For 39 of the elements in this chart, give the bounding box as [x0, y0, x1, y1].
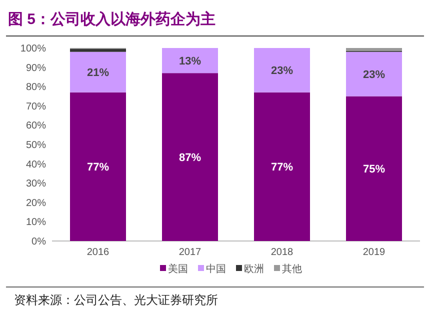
- y-tick-label: 70%: [26, 101, 46, 112]
- bar: [254, 92, 310, 241]
- text: 资料来源：公司公告、光大证券研究所: [14, 293, 218, 307]
- data-label: 75%: [362, 164, 386, 176]
- y-tick-label: 40%: [26, 159, 46, 170]
- y-tick-label: 50%: [26, 140, 46, 151]
- x-tick-label: 2017: [178, 247, 202, 258]
- bar: [70, 92, 126, 241]
- y-tick-label: 10%: [26, 217, 46, 228]
- data-label: 13%: [178, 56, 202, 68]
- y-tick-label: 90%: [26, 62, 46, 74]
- legend-label: 欧洲: [244, 263, 264, 275]
- bar: [162, 73, 218, 241]
- bar: [346, 52, 402, 96]
- y-tick-label: 30%: [26, 178, 46, 190]
- bar: [70, 48, 126, 52]
- y-tick-label: 20%: [26, 198, 46, 209]
- x-tick-label: 2018: [270, 247, 294, 258]
- data-label: 21%: [86, 67, 110, 80]
- data-label: 77%: [86, 162, 110, 174]
- y-tick-label: 60%: [26, 120, 46, 132]
- y-tick-label: 0%: [32, 236, 46, 248]
- bar: [70, 52, 126, 92]
- x-tick-label: 2016: [86, 247, 110, 258]
- y-tick-label: 100%: [20, 44, 46, 54]
- legend-label: 其他: [282, 263, 302, 275]
- legend-label: 中国: [206, 263, 226, 275]
- data-label: 23%: [362, 69, 386, 82]
- data-label: 87%: [178, 152, 202, 164]
- data-label: 77%: [270, 162, 294, 174]
- title: 图 5：公司收入以海外药企为主: [8, 11, 216, 28]
- data-label: 23%: [270, 65, 294, 78]
- bar: [346, 96, 402, 241]
- y-tick-label: 80%: [26, 82, 46, 94]
- bar: [254, 48, 310, 92]
- bar: [346, 48, 402, 51]
- x-tick-label: 2019: [362, 247, 386, 258]
- bar: [162, 48, 218, 74]
- legend-label: 美国: [168, 263, 188, 275]
